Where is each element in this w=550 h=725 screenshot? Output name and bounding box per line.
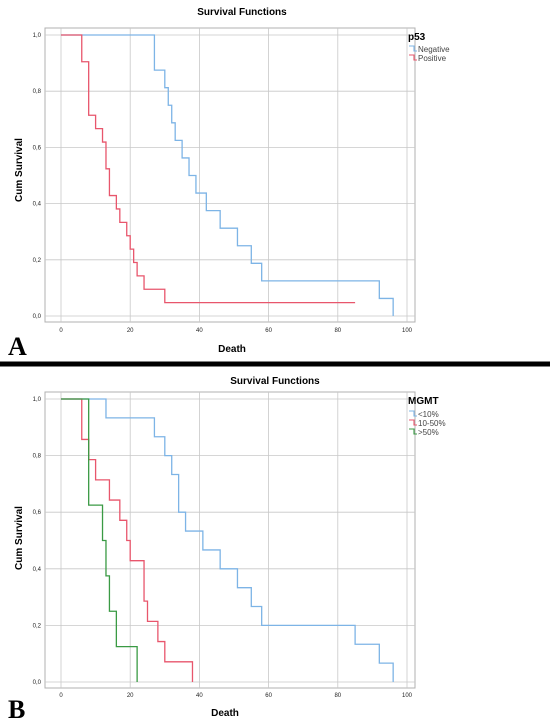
series-line-negative xyxy=(61,34,394,316)
y-tick-label: 1,0 xyxy=(33,397,42,403)
x-tick-label: 60 xyxy=(265,328,272,334)
series-line-positive xyxy=(61,34,356,304)
legend-entry: 10-50% xyxy=(418,419,446,428)
series-line--50- xyxy=(61,398,138,682)
legend-swatch xyxy=(409,45,417,52)
y-tick-label: 0,4 xyxy=(33,202,42,208)
y-tick-label: 0,2 xyxy=(33,258,42,264)
x-tick-label: 60 xyxy=(265,693,272,699)
panel-a: 0 20 40 60 80 100 0,0 0,2 0,4 0,6 0,8 1,0 Survival F… xyxy=(8,7,450,361)
series-line--10- xyxy=(61,398,394,682)
chart-title: Survival Functions xyxy=(230,376,320,387)
legend-entry: Negative xyxy=(418,45,450,54)
x-tick-label: 40 xyxy=(196,693,203,699)
legend-entry: Positive xyxy=(418,54,447,63)
panel-b: 0 20 40 60 80 100 0,0 0,2 0,4 0,6 0,8 1,0 Survival F… xyxy=(8,376,446,724)
legend-swatch xyxy=(409,419,417,426)
legend-title: MGMT xyxy=(408,396,439,407)
panel-letter: A xyxy=(8,332,27,361)
x-axis-label: Death xyxy=(211,708,239,719)
legend-title: p53 xyxy=(408,32,426,43)
y-tick-label: 0,6 xyxy=(33,145,42,151)
x-tick-label: 20 xyxy=(127,328,134,334)
plot-frame xyxy=(44,27,416,323)
panel-letter: B xyxy=(8,695,25,724)
legend-entry: <10% xyxy=(418,410,439,419)
y-tick-label: 0,6 xyxy=(33,510,42,516)
y-tick-label: 0,8 xyxy=(33,89,42,95)
x-tick-label: 80 xyxy=(334,328,341,334)
y-axis-label: Cum Survival xyxy=(14,138,25,202)
legend-swatch xyxy=(409,410,417,417)
y-tick-label: 0,4 xyxy=(33,567,42,573)
plot-frame xyxy=(44,391,416,689)
legend-swatch xyxy=(409,54,417,61)
x-tick-label: 0 xyxy=(59,328,63,334)
legend-entry: >50% xyxy=(418,428,439,437)
series-line-10-50- xyxy=(61,398,194,682)
y-axis-label: Cum Survival xyxy=(14,506,25,570)
x-tick-label: 80 xyxy=(334,693,341,699)
x-tick-label: 20 xyxy=(127,693,134,699)
y-tick-label: 0,0 xyxy=(33,680,42,686)
legend-swatch xyxy=(409,428,417,435)
y-tick-label: 0,0 xyxy=(33,314,42,320)
x-tick-label: 0 xyxy=(59,693,63,699)
y-tick-label: 0,8 xyxy=(33,454,42,460)
y-tick-label: 1,0 xyxy=(33,33,42,39)
x-tick-label: 100 xyxy=(402,328,413,334)
chart-title: Survival Functions xyxy=(197,7,287,18)
x-tick-label: 100 xyxy=(402,693,413,699)
x-axis-label: Death xyxy=(218,344,246,355)
x-tick-label: 40 xyxy=(196,328,203,334)
y-tick-label: 0,2 xyxy=(33,623,42,629)
